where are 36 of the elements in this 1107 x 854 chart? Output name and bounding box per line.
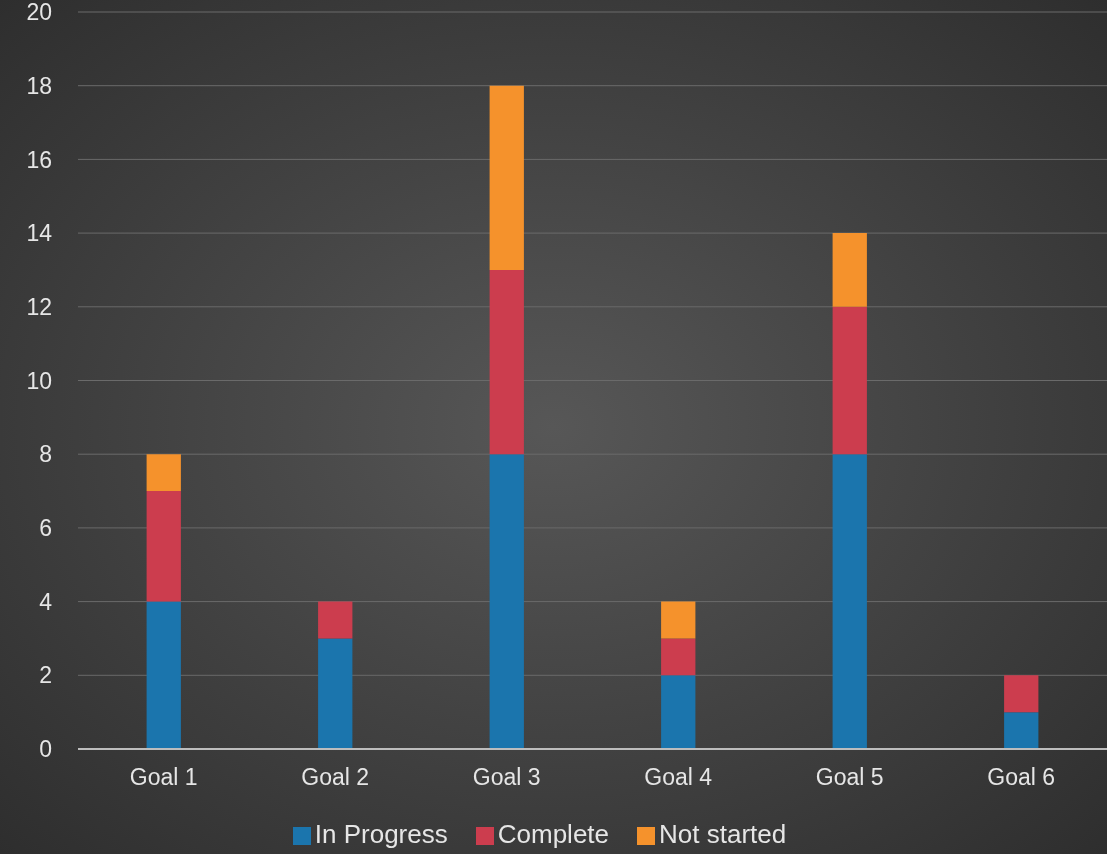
bar — [146, 491, 181, 602]
x-tick-label: Goal 6 — [987, 764, 1056, 791]
x-tick-label: Goal 3 — [472, 764, 541, 791]
bar — [146, 454, 181, 492]
y-tick-label: 0 — [39, 736, 52, 763]
bar — [661, 675, 696, 749]
bar — [318, 601, 353, 639]
bar — [661, 601, 696, 639]
bar — [146, 601, 181, 749]
y-tick-label: 14 — [26, 220, 53, 247]
x-tick-label: Goal 5 — [815, 764, 884, 791]
y-tick-label: 8 — [39, 441, 52, 468]
y-tick-label: 12 — [26, 293, 52, 320]
bar — [489, 269, 524, 455]
bar — [489, 454, 524, 749]
y-tick-label: 6 — [39, 515, 52, 542]
bar — [832, 233, 867, 307]
y-tick-label: 4 — [39, 588, 53, 615]
x-tick-label: Goal 1 — [129, 764, 198, 791]
bar — [318, 638, 353, 749]
y-tick-label: 18 — [26, 72, 52, 99]
bar — [1004, 712, 1039, 749]
bar — [832, 306, 867, 455]
legend-label: Not started — [659, 819, 787, 849]
x-tick-label: Goal 4 — [644, 764, 713, 791]
bar — [1004, 675, 1039, 713]
bar — [661, 638, 696, 676]
legend-label: Complete — [497, 819, 610, 849]
legend-label: In Progress — [314, 819, 448, 849]
y-tick-label: 10 — [26, 367, 52, 394]
x-tick-label: Goal 2 — [301, 764, 370, 791]
bar — [832, 454, 867, 749]
y-tick-label: 16 — [26, 146, 52, 173]
bar — [489, 85, 524, 270]
y-tick-label: 20 — [26, 0, 52, 26]
y-tick-label: 2 — [39, 662, 52, 689]
